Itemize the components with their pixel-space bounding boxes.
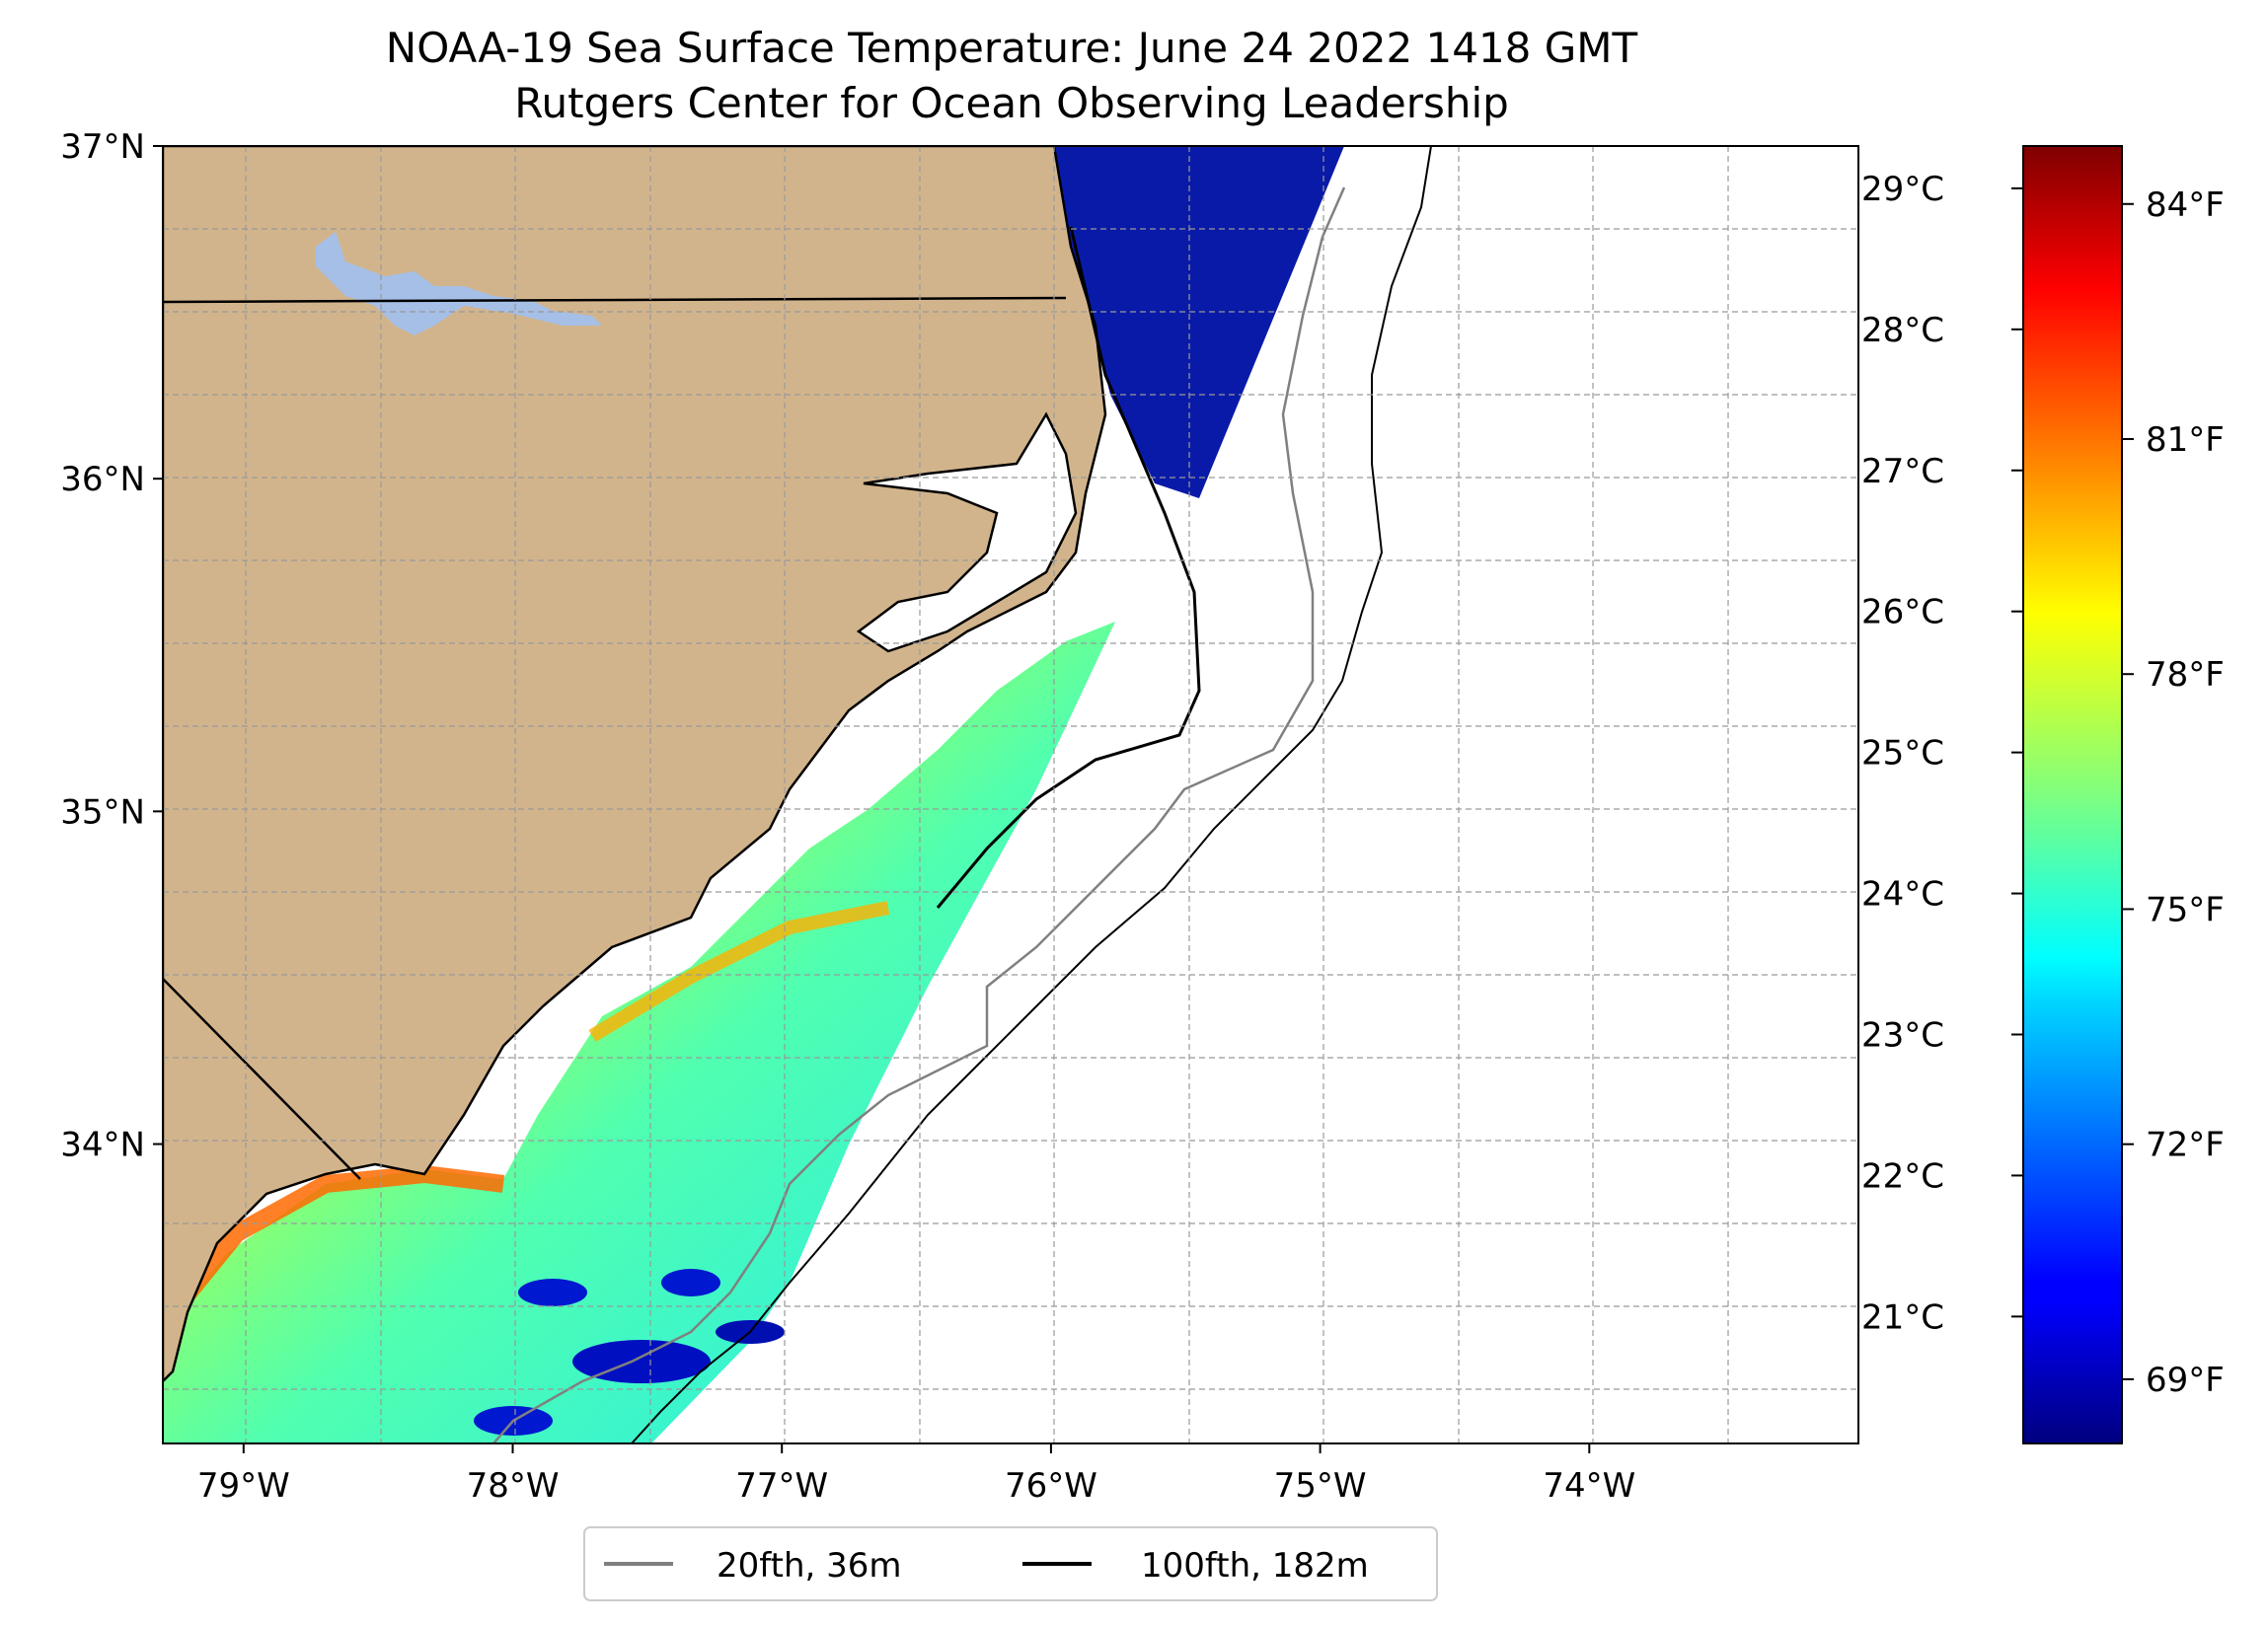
map-frame xyxy=(162,145,1859,1444)
lon-tick-label: 75°W xyxy=(1274,1466,1367,1506)
legend-label-20fth: 20fth, 36m xyxy=(717,1546,902,1586)
state-boundary-nc-sc xyxy=(163,978,361,1180)
lat-tick-label: 36°N xyxy=(60,460,145,499)
lon-tick-label: 79°W xyxy=(197,1466,290,1506)
lon-tick-label: 74°W xyxy=(1543,1466,1635,1506)
fahrenheit-tick-label: 72°F xyxy=(2146,1126,2225,1165)
latitude-ticks: 37°N 36°N 35°N 34°N xyxy=(60,127,163,1165)
lat-tick-label: 37°N xyxy=(60,127,145,167)
celsius-tick-label: 21°C xyxy=(1861,1297,1944,1337)
map-subtitle: Rutgers Center for Ocean Observing Leade… xyxy=(514,79,1509,127)
celsius-tick-label: 22°C xyxy=(1861,1156,1944,1196)
legend: 20fth, 36m 100fth, 182m xyxy=(583,1526,1438,1601)
colorbar-celsius-ticks: 21°C 22°C 23°C 24°C 25°C 26°C 27°C 28°C 29°C xyxy=(1861,170,2023,1337)
celsius-tick-label: 28°C xyxy=(1861,311,1944,350)
pamlico-sound xyxy=(856,411,1078,653)
sst-swath-south xyxy=(163,622,1115,1443)
lon-tick-label: 78°W xyxy=(467,1466,560,1506)
isobath-100fth xyxy=(631,146,1432,1443)
fahrenheit-tick-label: 84°F xyxy=(2146,185,2225,225)
fahrenheit-tick-label: 75°F xyxy=(2146,890,2225,929)
state-boundary-va-nc xyxy=(163,296,1067,304)
colorbar xyxy=(2022,145,2123,1444)
lat-tick-label: 34°N xyxy=(60,1126,145,1165)
sst-warm-band-2 xyxy=(588,901,890,1043)
land-mass xyxy=(163,146,1107,1383)
gridlines xyxy=(163,146,1858,1443)
fahrenheit-tick-label: 69°F xyxy=(2146,1361,2225,1400)
sst-swath-north xyxy=(1054,146,1344,498)
celsius-tick-label: 26°C xyxy=(1861,593,1944,632)
lon-tick-label: 77°W xyxy=(735,1466,828,1506)
celsius-tick-label: 24°C xyxy=(1861,875,1944,915)
legend-label-100fth: 100fth, 182m xyxy=(1141,1546,1369,1586)
lat-tick-label: 35°N xyxy=(60,792,145,832)
celsius-tick-label: 29°C xyxy=(1861,170,1944,209)
colorbar-fahrenheit-ticks: 69°F 72°F 75°F 78°F 81°F 84°F xyxy=(2122,185,2225,1400)
celsius-tick-label: 23°C xyxy=(1861,1015,1944,1055)
fahrenheit-tick-label: 81°F xyxy=(2146,420,2225,460)
lake-kerr xyxy=(316,232,602,335)
isobath-20fth xyxy=(492,186,1346,1443)
map-title: NOAA-19 Sea Surface Temperature: June 24… xyxy=(385,24,1638,72)
longitude-ticks: 79°W 78°W 77°W 76°W 75°W 74°W xyxy=(197,1443,1635,1506)
sst-cold-patch xyxy=(518,1279,587,1306)
sst-warm-coastal-band xyxy=(166,1164,505,1318)
legend-box xyxy=(583,1526,1438,1601)
fahrenheit-tick-label: 78°F xyxy=(2146,655,2225,695)
map-layers xyxy=(163,146,1432,1443)
celsius-tick-label: 25°C xyxy=(1861,734,1944,774)
sst-cold-patch xyxy=(661,1269,720,1296)
celsius-tick-label: 27°C xyxy=(1861,452,1944,491)
lon-tick-label: 76°W xyxy=(1005,1466,1097,1506)
